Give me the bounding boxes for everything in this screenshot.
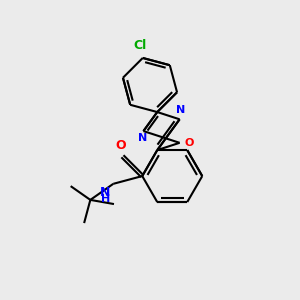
- Text: H: H: [101, 194, 110, 204]
- Text: Cl: Cl: [133, 39, 146, 52]
- Text: N: N: [100, 186, 110, 199]
- Text: O: O: [115, 139, 126, 152]
- Text: N: N: [138, 133, 147, 143]
- Text: O: O: [184, 138, 194, 148]
- Text: N: N: [176, 105, 185, 115]
